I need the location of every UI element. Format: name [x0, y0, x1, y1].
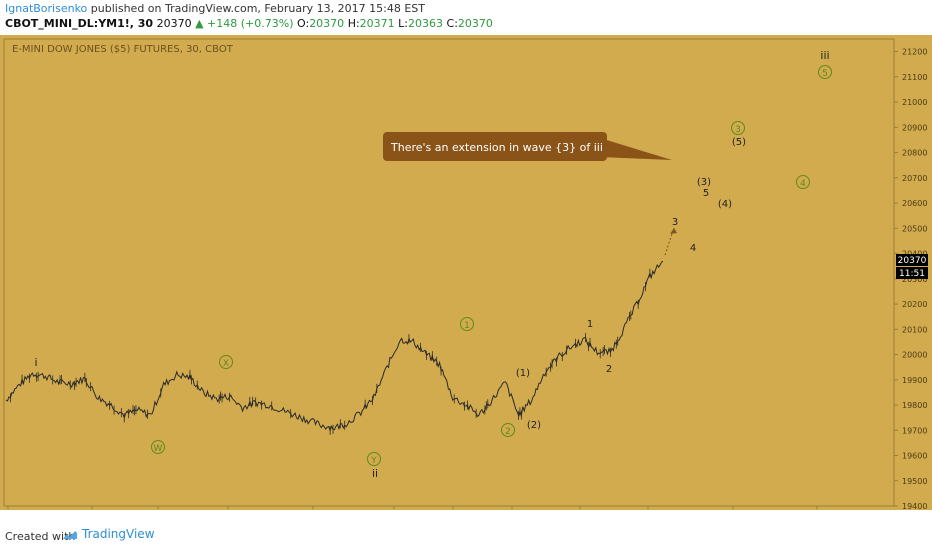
price-line — [5, 260, 664, 432]
close-label: C: — [446, 17, 458, 30]
countdown-tag — [896, 267, 928, 279]
wave-label-4-circled: 4 — [800, 179, 806, 189]
y-tick-label: 21200 — [902, 48, 927, 57]
callout-pointer — [600, 138, 672, 160]
wave-label-4-minor: 4 — [690, 243, 696, 254]
created-with-text: Created with — [5, 530, 76, 543]
wave-label-5-minor: 5 — [703, 188, 709, 199]
symbol-label: CBOT_MINI_DL:YM1!, 30 — [5, 17, 154, 30]
wave-label-2-paren: (2) — [527, 420, 541, 431]
y-axis: 19400 19500 19600 19700 19800 19900 20000 20100… — [894, 48, 927, 511]
y-tick-label: 19600 — [902, 452, 927, 461]
wave-circle-3 — [731, 121, 745, 135]
wave-circle-1 — [460, 317, 474, 331]
low-label: L: — [398, 17, 409, 30]
open-value: 20370 — [309, 17, 345, 30]
wave-label-3-minor: 3 — [672, 217, 678, 228]
y-tick-label: 19700 — [902, 426, 927, 435]
wave-label-1-paren: (1) — [516, 368, 530, 379]
last-price-tag-text: 20370 — [898, 256, 927, 266]
y-tick-label: 20100 — [902, 325, 927, 334]
wave-label-3-paren: (3) — [697, 177, 711, 188]
y-tick-label: 20000 — [902, 351, 927, 360]
wave-label-iii: iii — [820, 49, 829, 62]
wave-label-x: X — [223, 359, 229, 369]
y-tick-label: 20200 — [902, 300, 927, 309]
price-chart[interactable]: E-MINI DOW JONES ($5) FUTURES, 30, CBOT … — [0, 35, 932, 520]
y-tick-label: 19400 — [902, 502, 927, 510]
wave-circle-x — [219, 355, 233, 369]
y-tick-label: 20500 — [902, 224, 927, 233]
y-tick-label: 19800 — [902, 401, 927, 410]
wave-circle-5 — [818, 65, 832, 79]
wave-label-1-minor: 1 — [587, 319, 593, 330]
price-change: ▲ +148 (+0.73%) — [195, 17, 294, 30]
ohlc-line: CBOT_MINI_DL:YM1!, 30 20370 ▲ +148 (+0.7… — [5, 17, 493, 30]
y-tick-label: 20900 — [902, 123, 927, 132]
wave-label-y: Y — [370, 456, 377, 466]
tradingview-logo-icon — [63, 530, 77, 539]
wave-circle-4 — [796, 175, 810, 189]
price-series — [5, 260, 664, 435]
wave-label-i: i — [34, 356, 37, 369]
y-tick-label: 21100 — [902, 73, 927, 82]
last-price: 20370 — [156, 17, 192, 30]
y-tick-label: 21000 — [902, 98, 927, 107]
callout-text: There's an extension in wave {3} of iii — [390, 141, 603, 154]
chart-title: E-MINI DOW JONES ($5) FUTURES, 30, CBOT — [12, 44, 234, 55]
y-tick-label: 19900 — [902, 376, 927, 385]
publish-text: published on TradingView.com, February 1… — [87, 2, 425, 15]
projection-arrowhead — [670, 228, 677, 234]
wave-label-5-circled: 5 — [822, 69, 828, 79]
last-price-tag — [896, 254, 928, 266]
projection-arrow — [664, 227, 675, 256]
wave-circle-2 — [501, 423, 515, 437]
publish-line: IgnatBorisenko published on TradingView.… — [5, 2, 425, 15]
y-tick-label: 20700 — [902, 174, 927, 183]
tradingview-link[interactable]: TradingView — [62, 527, 155, 541]
callout-box — [383, 132, 607, 161]
wave-label-1-circled: 1 — [464, 321, 470, 331]
open-label: O: — [297, 17, 310, 30]
low-value: 20363 — [408, 17, 444, 30]
wave-label-5-paren: (5) — [732, 137, 746, 148]
wave-circle-w — [151, 440, 165, 454]
header-bar: IgnatBorisenko published on TradingView.… — [0, 0, 932, 34]
plot-background — [0, 35, 932, 510]
high-value: 20371 — [359, 17, 395, 30]
high-label: H: — [347, 17, 360, 30]
wave-label-ii: ii — [372, 467, 378, 480]
y-tick-label: 20300 — [902, 275, 927, 284]
wave-label-4-paren: (4) — [718, 199, 732, 210]
wave-label-2-circled: 2 — [505, 427, 511, 437]
close-value: 20370 — [457, 17, 493, 30]
author-link[interactable]: IgnatBorisenko — [5, 2, 88, 15]
y-tick-label: 19500 — [902, 477, 927, 486]
wave-circle-y — [367, 452, 381, 466]
countdown-tag-text: 11:51 — [899, 269, 925, 279]
wave-label-w: W — [154, 444, 163, 454]
chart-area[interactable]: E-MINI DOW JONES ($5) FUTURES, 30, CBOT … — [0, 35, 932, 520]
wave-label-3-circled: 3 — [735, 125, 741, 135]
wave-labels: i W X Y ii 1 (1) (2) 2 1 2 3 4 (3) 5 (4)… — [34, 49, 832, 480]
y-tick-label: 20600 — [902, 199, 927, 208]
y-tick-label: 20800 — [902, 149, 927, 158]
tradingview-brand-text: TradingView — [82, 527, 155, 541]
footer-bar: Created with TradingView — [0, 518, 932, 550]
wave-label-2-minor: 2 — [606, 364, 612, 375]
